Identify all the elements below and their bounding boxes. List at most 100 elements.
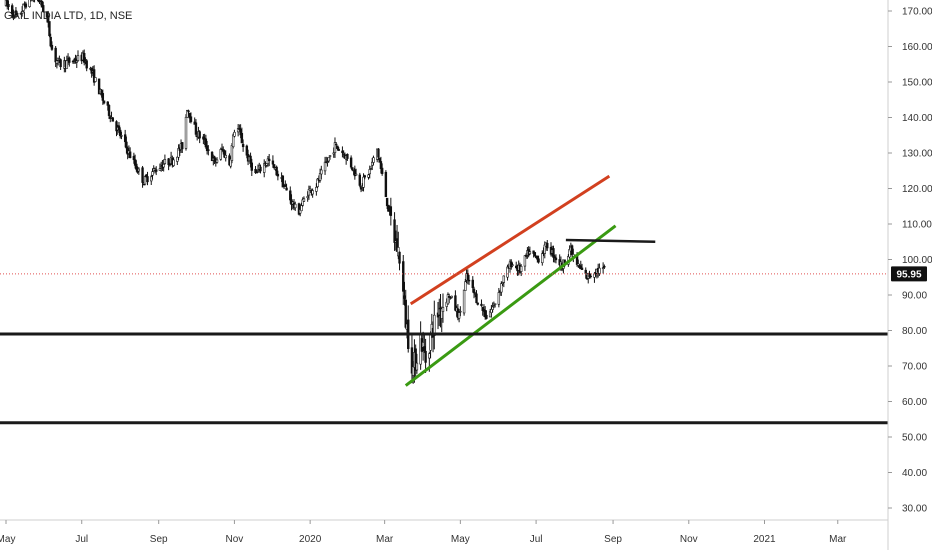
candle xyxy=(68,56,71,67)
candle xyxy=(240,127,244,144)
price-axis[interactable]: 170.00 160.00 150.00 140.00 130.00 120.00 110.… xyxy=(888,7,932,515)
y-tick-label: 150.00 xyxy=(902,78,932,89)
candle xyxy=(302,196,306,203)
candle xyxy=(362,173,365,192)
time-axis[interactable]: May Jul Sep Nov 2020 Mar May Jul Sep Nov 2021 Mar xyxy=(0,520,847,545)
candle-body xyxy=(7,4,10,7)
candle-body xyxy=(271,160,275,165)
candle-body xyxy=(589,275,592,278)
candle-body xyxy=(85,60,88,69)
candle xyxy=(141,165,144,188)
candle xyxy=(224,150,227,162)
candle-body xyxy=(519,266,523,272)
candle xyxy=(172,157,175,167)
candle-body xyxy=(554,257,558,261)
candle-body xyxy=(480,303,483,306)
candle-body xyxy=(187,110,190,113)
candle xyxy=(475,290,478,304)
candle-body xyxy=(301,199,304,206)
candle xyxy=(250,158,254,177)
candle xyxy=(580,263,584,270)
candle-body xyxy=(552,248,555,258)
candle-body xyxy=(533,252,537,257)
candle-body xyxy=(462,289,466,314)
candle xyxy=(301,197,304,207)
x-tick-label: Sep xyxy=(150,534,168,545)
candle-body xyxy=(328,155,332,157)
candle xyxy=(42,1,45,13)
candle-body xyxy=(241,143,245,148)
candle xyxy=(308,185,312,191)
candle xyxy=(184,114,188,151)
candle-body xyxy=(172,159,175,166)
candle-body xyxy=(467,279,471,282)
candle-body xyxy=(471,279,474,288)
y-tick-label: 120.00 xyxy=(902,184,932,195)
candle-body xyxy=(464,281,467,291)
candle-body xyxy=(219,149,222,160)
candle xyxy=(54,46,57,68)
candle-body xyxy=(267,158,271,162)
candle-body xyxy=(20,11,24,14)
candle-body xyxy=(68,57,71,63)
candle xyxy=(230,143,234,164)
candle-body xyxy=(158,168,162,171)
candle-body xyxy=(119,129,122,137)
candle-body xyxy=(384,171,388,198)
candle-body xyxy=(189,116,193,122)
candle xyxy=(271,155,275,168)
candle-body xyxy=(47,15,50,23)
candle-body xyxy=(137,168,141,172)
candle-body xyxy=(415,362,419,371)
swing-high-line[interactable] xyxy=(565,238,656,243)
candle xyxy=(281,174,285,188)
candle-body xyxy=(570,245,574,256)
candle xyxy=(207,145,210,156)
symbol-title: GAIL INDIA LTD, 1D, NSE xyxy=(4,10,132,22)
candle-body xyxy=(362,176,365,188)
candle-body xyxy=(55,60,59,64)
candle-body xyxy=(250,162,254,171)
candle xyxy=(48,21,51,38)
candle-body xyxy=(48,21,51,37)
x-tick-label: May xyxy=(0,534,15,545)
candle xyxy=(506,264,509,281)
candle xyxy=(476,302,479,306)
candle-body xyxy=(372,157,375,163)
support-trendline[interactable] xyxy=(404,224,617,387)
candle xyxy=(485,310,488,320)
resistance-trendline[interactable] xyxy=(409,174,611,306)
candle-body xyxy=(176,156,179,162)
candle-body xyxy=(120,135,123,137)
candle-body xyxy=(285,187,288,191)
candle-body xyxy=(155,169,158,172)
candle-body xyxy=(39,0,42,2)
candle-body xyxy=(150,176,153,182)
candle xyxy=(384,170,388,198)
candle-body xyxy=(403,295,406,299)
candle xyxy=(163,154,167,165)
candle xyxy=(111,117,114,122)
candle xyxy=(472,286,476,299)
candle xyxy=(215,157,219,164)
candle xyxy=(462,289,466,316)
candle-body xyxy=(385,197,389,207)
candle xyxy=(433,300,436,350)
candle-body xyxy=(491,306,494,310)
candle-body xyxy=(402,261,405,292)
candle-body xyxy=(256,169,260,172)
candle-body xyxy=(454,295,457,311)
candle-body xyxy=(541,253,544,264)
candle-body xyxy=(245,145,249,156)
candle xyxy=(94,77,97,83)
candle xyxy=(552,245,555,263)
candle xyxy=(39,0,42,6)
drawings-layer[interactable] xyxy=(0,174,888,425)
candle xyxy=(368,165,371,179)
candles-layer xyxy=(4,0,606,384)
candle-body xyxy=(336,145,339,150)
candle-body xyxy=(224,155,227,159)
candle-body xyxy=(476,302,479,305)
